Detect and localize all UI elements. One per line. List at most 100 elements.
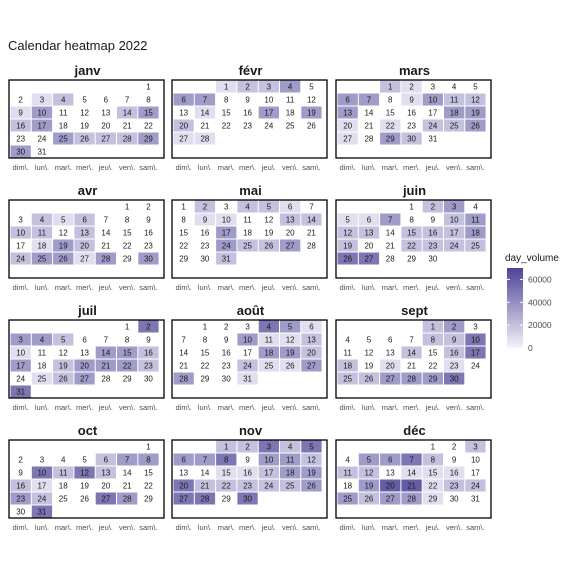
day-number: 27 xyxy=(286,242,295,251)
weekday-label: ven\. xyxy=(282,163,298,172)
day-number: 17 xyxy=(37,482,46,491)
day-number: 11 xyxy=(59,109,68,118)
day-cell xyxy=(10,145,31,158)
day-cell xyxy=(194,200,216,213)
day-number: 10 xyxy=(16,349,25,358)
day-cell xyxy=(74,466,95,479)
day-number: 3 xyxy=(40,456,45,465)
day-number: 24 xyxy=(264,482,273,491)
day-number: 9 xyxy=(431,216,436,225)
weekday-label: mar\. xyxy=(218,163,235,172)
day-cell xyxy=(380,80,401,93)
day-number: 24 xyxy=(37,135,46,144)
day-number: 22 xyxy=(200,362,209,371)
day-number: 15 xyxy=(200,349,209,358)
day-cell xyxy=(401,80,422,93)
month-border xyxy=(335,79,492,159)
day-number: 28 xyxy=(101,375,110,384)
day-cell xyxy=(117,132,138,145)
day-cell xyxy=(216,213,237,226)
day-number: 1 xyxy=(224,83,229,92)
day-number: 13 xyxy=(286,216,295,225)
day-cell xyxy=(301,346,322,359)
day-number: 24 xyxy=(428,122,437,131)
day-number: 25 xyxy=(37,255,46,264)
day-cell xyxy=(301,213,322,226)
day-cell xyxy=(422,492,443,505)
month-border xyxy=(335,439,492,519)
day-number: 3 xyxy=(267,83,272,92)
day-number: 2 xyxy=(18,96,23,105)
weekday-label: mar\. xyxy=(382,283,399,292)
day-cell xyxy=(31,252,53,265)
day-number: 28 xyxy=(123,495,132,504)
day-cell xyxy=(138,106,159,119)
day-cell xyxy=(422,226,443,239)
day-number: 17 xyxy=(16,242,25,251)
day-cell xyxy=(53,93,74,106)
day-cell xyxy=(237,479,258,492)
day-number: 30 xyxy=(243,495,252,504)
day-number: 13 xyxy=(343,109,352,118)
weekday-label: mer\. xyxy=(76,163,93,172)
day-cell xyxy=(337,119,358,132)
weekday-label: jeu\. xyxy=(425,403,440,412)
day-number: 6 xyxy=(388,336,393,345)
day-number: 21 xyxy=(101,362,110,371)
day-cell xyxy=(237,372,258,385)
day-cell xyxy=(337,372,358,385)
day-number: 28 xyxy=(200,495,209,504)
day-number: 18 xyxy=(264,349,273,358)
day-number: 6 xyxy=(82,336,87,345)
day-number: 9 xyxy=(452,456,457,465)
weekday-label: jeu\. xyxy=(261,283,276,292)
day-number: 11 xyxy=(343,469,352,478)
day-number: 17 xyxy=(264,469,273,478)
day-cell xyxy=(10,479,31,492)
day-number: 8 xyxy=(146,96,151,105)
day-number: 28 xyxy=(179,375,188,384)
day-number: 4 xyxy=(267,323,272,332)
day-number: 30 xyxy=(407,135,416,144)
weekday-label: dim\. xyxy=(13,523,29,532)
day-number: 17 xyxy=(428,109,437,118)
day-number: 29 xyxy=(386,135,395,144)
day-number: 18 xyxy=(286,469,295,478)
weekday-label: sam\. xyxy=(139,163,157,172)
day-cell xyxy=(74,359,95,372)
day-cell xyxy=(444,372,465,385)
day-number: 27 xyxy=(101,135,110,144)
month-title: déc xyxy=(403,423,425,438)
day-cell xyxy=(194,93,216,106)
day-number: 15 xyxy=(179,229,188,238)
day-cell xyxy=(465,239,486,252)
day-number: 10 xyxy=(471,336,480,345)
day-cell xyxy=(280,346,301,359)
day-number: 7 xyxy=(409,456,414,465)
day-cell xyxy=(422,93,443,106)
day-number: 19 xyxy=(364,482,373,491)
day-number: 21 xyxy=(200,482,209,491)
weekday-label: mar\. xyxy=(55,523,72,532)
day-cell xyxy=(10,106,31,119)
weekday-label: ven\. xyxy=(446,523,462,532)
day-cell xyxy=(117,453,138,466)
day-number: 16 xyxy=(144,229,153,238)
day-cell xyxy=(444,119,465,132)
day-number: 26 xyxy=(343,255,352,264)
day-number: 16 xyxy=(450,349,459,358)
day-number: 12 xyxy=(471,96,480,105)
month-title: oct xyxy=(78,423,98,438)
weekday-label: dim\. xyxy=(13,403,29,412)
day-cell xyxy=(31,119,53,132)
day-number: 4 xyxy=(345,456,350,465)
day-number: 27 xyxy=(343,135,352,144)
day-cell xyxy=(31,239,53,252)
weekday-label: dim\. xyxy=(340,163,356,172)
day-number: 11 xyxy=(265,336,274,345)
day-cell xyxy=(301,440,322,453)
day-cell xyxy=(444,200,465,213)
weekday-label: lun\. xyxy=(198,403,212,412)
day-number: 2 xyxy=(452,323,457,332)
